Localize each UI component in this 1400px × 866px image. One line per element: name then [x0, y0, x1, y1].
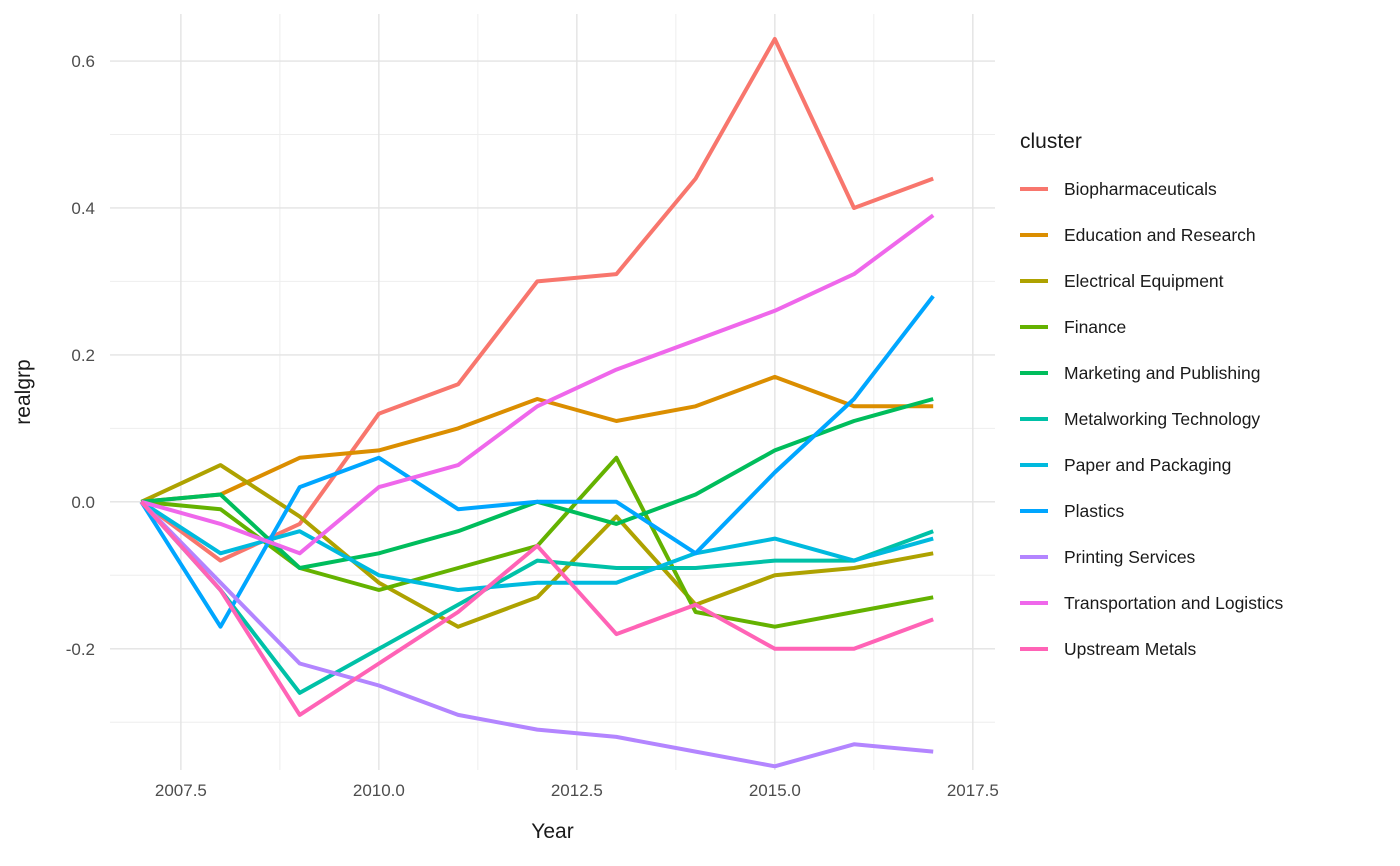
legend-label: Marketing and Publishing [1064, 363, 1261, 383]
x-tick-label: 2012.5 [551, 781, 603, 800]
series-line-metalworking-technology [139, 500, 934, 695]
legend-label: Upstream Metals [1064, 639, 1197, 659]
series-line-paper-and-packaging [140, 500, 934, 592]
legend-label: Biopharmaceuticals [1064, 179, 1217, 199]
y-axis-title: realgrp [12, 359, 35, 424]
legend-label: Transportation and Logistics [1064, 593, 1283, 613]
series-line-printing-services [139, 500, 934, 769]
legend-item-metalworking-technology: Metalworking Technology [1020, 409, 1260, 429]
series-line-electrical-equipment [140, 463, 934, 629]
x-tick-label: 2010.0 [353, 781, 405, 800]
series-line-transportation-and-logistics [140, 213, 935, 556]
y-tick-label: 0.4 [71, 199, 95, 218]
x-tick-label: 2007.5 [155, 781, 207, 800]
legend-label: Electrical Equipment [1064, 271, 1224, 291]
legend-title: cluster [1020, 130, 1082, 153]
legend-label: Metalworking Technology [1064, 409, 1260, 429]
legend-item-marketing-and-publishing: Marketing and Publishing [1020, 363, 1261, 383]
legend-item-biopharmaceuticals: Biopharmaceuticals [1020, 179, 1217, 199]
series-line-plastics [139, 294, 935, 629]
legend-item-education-and-research: Education and Research [1020, 225, 1256, 245]
x-tick-label: 2015.0 [749, 781, 801, 800]
y-tick-label: 0.2 [71, 346, 95, 365]
series-line-upstream-metals [139, 500, 934, 717]
legend-item-paper-and-packaging: Paper and Packaging [1020, 455, 1231, 475]
legend-label: Paper and Packaging [1064, 455, 1231, 475]
y-tick-label: 0.6 [71, 52, 95, 71]
legend-item-electrical-equipment: Electrical Equipment [1020, 271, 1224, 291]
legend-label: Printing Services [1064, 547, 1196, 567]
legend-item-upstream-metals: Upstream Metals [1020, 639, 1197, 659]
legend-label: Finance [1064, 317, 1126, 337]
legend-item-plastics: Plastics [1020, 501, 1125, 521]
x-axis-title: Year [531, 820, 573, 843]
legend-label: Plastics [1064, 501, 1125, 521]
legend-label: Education and Research [1064, 225, 1256, 245]
series-line-education-and-research [141, 374, 934, 504]
x-tick-label: 2017.5 [947, 781, 999, 800]
y-tick-label: -0.2 [66, 640, 95, 659]
legend-item-printing-services: Printing Services [1020, 547, 1196, 567]
y-tick-label: 0.0 [71, 493, 95, 512]
legend-item-finance: Finance [1020, 317, 1126, 337]
legend-item-transportation-and-logistics: Transportation and Logistics [1020, 593, 1283, 613]
